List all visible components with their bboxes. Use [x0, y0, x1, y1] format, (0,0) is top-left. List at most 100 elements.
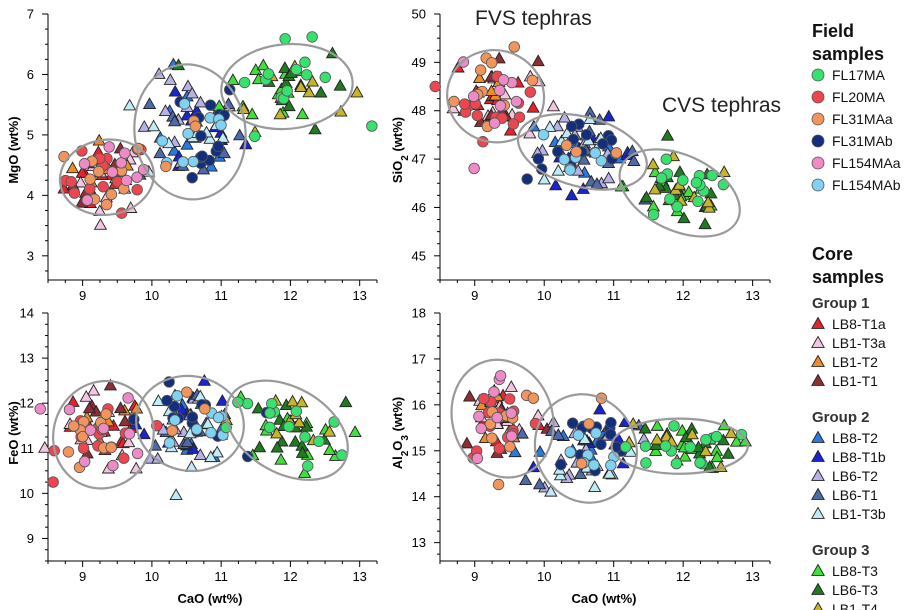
data-point-circle	[589, 147, 601, 159]
data-point-circle	[196, 150, 208, 162]
data-point-circle	[106, 166, 119, 178]
x-tick-label-al2o3: 9	[471, 569, 478, 584]
data-point-circle	[555, 458, 567, 471]
x-tick-label-sio2: 13	[745, 288, 759, 303]
data-point-circle	[205, 427, 217, 439]
data-point-triangle	[593, 402, 607, 415]
data-point-circle	[81, 194, 94, 206]
data-point-triangle	[295, 446, 310, 458]
data-point-circle	[566, 417, 579, 429]
data-point-circle	[242, 450, 254, 463]
data-point-circle	[700, 433, 712, 446]
data-point-triangle	[314, 85, 328, 98]
data-point-circle	[191, 423, 203, 436]
data-point-triangle	[649, 444, 663, 456]
data-point-circle	[161, 394, 173, 407]
data-point-triangle	[167, 143, 181, 156]
data-point-triangle	[256, 58, 271, 71]
data-point-circle	[131, 183, 143, 196]
data-point-triangle	[322, 424, 337, 437]
legend-field-label: FL31MAb	[832, 133, 893, 149]
data-point-circle	[168, 400, 181, 413]
annotation-cvs-tephras: CVS tephras	[662, 94, 781, 117]
cluster-ellipse-cvs	[220, 42, 354, 131]
data-point-circle	[204, 99, 217, 111]
data-point-circle	[504, 440, 516, 453]
legend-marker-triangle	[811, 430, 825, 443]
data-point-triangle	[526, 100, 540, 113]
data-point-triangle	[549, 178, 563, 191]
ylabel-feo: FeO (wt%)	[6, 401, 21, 465]
data-point-circle	[115, 157, 127, 169]
data-point-triangle	[204, 450, 218, 463]
data-point-circle	[671, 201, 683, 213]
points-sio2	[429, 41, 731, 230]
legend-core-items: Group 1 LB8-T1a LB1-T3a LB1-T2 LB1-T1 Group 2…	[811, 295, 886, 610]
y-tick-label-sio2: 50	[412, 7, 426, 22]
data-point-circle	[493, 442, 505, 455]
data-point-circle	[595, 438, 607, 451]
annotation-fvs-tephras: FVS tephras	[475, 7, 592, 30]
data-point-circle	[647, 208, 660, 221]
legend-core-title-2: samples	[812, 267, 884, 287]
panel-al2o3: 9 10 11 12 13 13 14 15 16 17 18 Al2O3 (wt%) CaO (w…	[390, 306, 771, 606]
data-point-triangle	[660, 128, 675, 141]
data-point-circle	[118, 452, 130, 464]
data-point-triangle	[638, 421, 652, 434]
data-point-triangle	[503, 123, 518, 136]
data-point-circle	[313, 435, 325, 448]
data-point-circle	[100, 198, 113, 211]
legend-field-label: FL20MA	[832, 89, 886, 105]
data-point-circle	[605, 459, 617, 471]
data-point-circle	[560, 139, 573, 152]
data-point-circle	[610, 147, 623, 159]
data-point-triangle	[308, 122, 322, 135]
data-point-circle	[564, 164, 576, 176]
data-point-circle	[694, 456, 706, 469]
data-point-triangle	[721, 446, 735, 459]
data-point-circle	[212, 411, 225, 424]
legend-group-title: Group 3	[812, 542, 870, 559]
y-tick-label-al2o3: 13	[412, 535, 426, 550]
data-point-circle	[492, 478, 505, 491]
legend-marker-triangle	[811, 373, 825, 386]
cluster-ellipse-cvs	[610, 417, 749, 475]
data-point-circle	[448, 95, 460, 108]
data-point-circle	[619, 441, 632, 453]
data-point-circle	[266, 397, 278, 410]
panel-feo: 9 10 11 12 13 9 10 11 12 13 14 FeO (wt%) CaO (wt%)	[6, 306, 378, 606]
data-point-triangle	[137, 427, 151, 440]
data-point-circle	[189, 120, 202, 132]
data-point-circle	[84, 173, 96, 185]
data-point-circle	[558, 153, 570, 166]
data-point-triangle	[305, 74, 320, 87]
data-point-triangle	[682, 185, 696, 197]
data-point-triangle	[180, 137, 194, 150]
legend-marker-triangle	[811, 335, 825, 348]
data-point-triangle	[185, 86, 199, 99]
data-point-circle	[131, 447, 144, 460]
ylabel-mgo: MgO (wt%)	[6, 116, 21, 183]
legend-core-label: LB8-T3	[832, 563, 878, 579]
data-point-triangle	[515, 426, 529, 439]
y-tick-label-al2o3: 14	[412, 489, 426, 504]
data-point-triangle	[551, 428, 565, 440]
data-point-triangle	[273, 107, 287, 120]
data-point-circle	[670, 457, 683, 470]
data-point-circle	[507, 118, 520, 130]
cluster-ellipse-cvs	[618, 148, 741, 238]
legend-marker-triangle	[811, 487, 825, 500]
cluster-ellipse-mid	[133, 63, 247, 201]
data-point-circle	[706, 169, 718, 182]
data-point-circle	[68, 187, 81, 199]
legend-field-title-2: samples	[812, 44, 884, 64]
cluster-ellipse-mid	[135, 374, 245, 473]
panel-sio2: 9 10 11 12 13 45 46 47 48 49 50 SiO2 (wt%) FVS tep…	[390, 7, 781, 304]
points-feo	[34, 373, 362, 501]
data-point-circle	[468, 162, 480, 175]
plot-area-feo: 9 10 11 12 13 9 10 11 12 13 14	[20, 306, 378, 584]
data-point-circle	[475, 422, 487, 435]
data-point-circle	[177, 156, 189, 168]
data-point-triangle	[551, 163, 565, 176]
data-point-circle	[302, 460, 314, 472]
